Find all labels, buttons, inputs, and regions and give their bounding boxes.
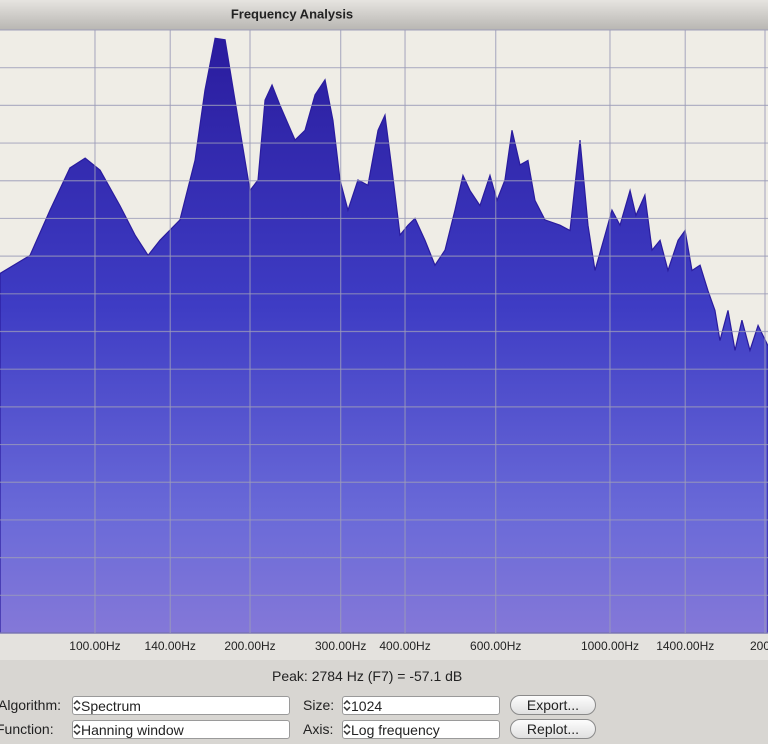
algorithm-value: Spectrum <box>81 698 141 714</box>
axis-select[interactable]: Log frequency <box>342 720 500 739</box>
x-tick-label: 1000.00Hz <box>581 639 639 653</box>
x-tick-label: 100.00Hz <box>69 639 120 653</box>
size-label: Size: <box>303 697 335 713</box>
function-select[interactable]: Hanning window <box>72 720 290 739</box>
x-tick-label: 300.00Hz <box>315 639 366 653</box>
size-value: 1024 <box>351 698 383 714</box>
function-value: Hanning window <box>81 722 184 738</box>
algorithm-select[interactable]: Spectrum <box>72 696 290 715</box>
stepper-icon <box>343 700 351 711</box>
size-select[interactable]: 1024 <box>342 696 500 715</box>
function-label: Function: <box>0 721 54 737</box>
axis-label: Axis: <box>303 721 334 737</box>
export-button[interactable]: Export... <box>510 695 596 715</box>
title-bar <box>0 0 768 30</box>
axis-value: Log frequency <box>351 722 440 738</box>
x-tick-label: 600.00Hz <box>470 639 521 653</box>
peak-readout: Peak: 2784 Hz (F7) = -57.1 dB <box>272 668 463 684</box>
axis-strip <box>0 633 768 660</box>
algorithm-label: Algorithm: <box>0 697 62 713</box>
x-tick-label: 200.00Hz <box>224 639 275 653</box>
replot-button[interactable]: Replot... <box>510 719 596 739</box>
x-tick-label: 1400.00Hz <box>656 639 714 653</box>
window-title: Frequency Analysis <box>231 6 353 21</box>
x-tick-label: 400.00Hz <box>379 639 430 653</box>
stepper-icon <box>73 700 81 711</box>
spectrum-area <box>0 37 768 634</box>
frequency-plot: Frequency Analysis z100.00Hz140.00Hz200.… <box>0 0 768 660</box>
x-tick-label: 140.00Hz <box>145 639 196 653</box>
stepper-icon <box>73 724 81 735</box>
x-tick-label: 2000. <box>750 639 768 653</box>
stepper-icon <box>343 724 351 735</box>
